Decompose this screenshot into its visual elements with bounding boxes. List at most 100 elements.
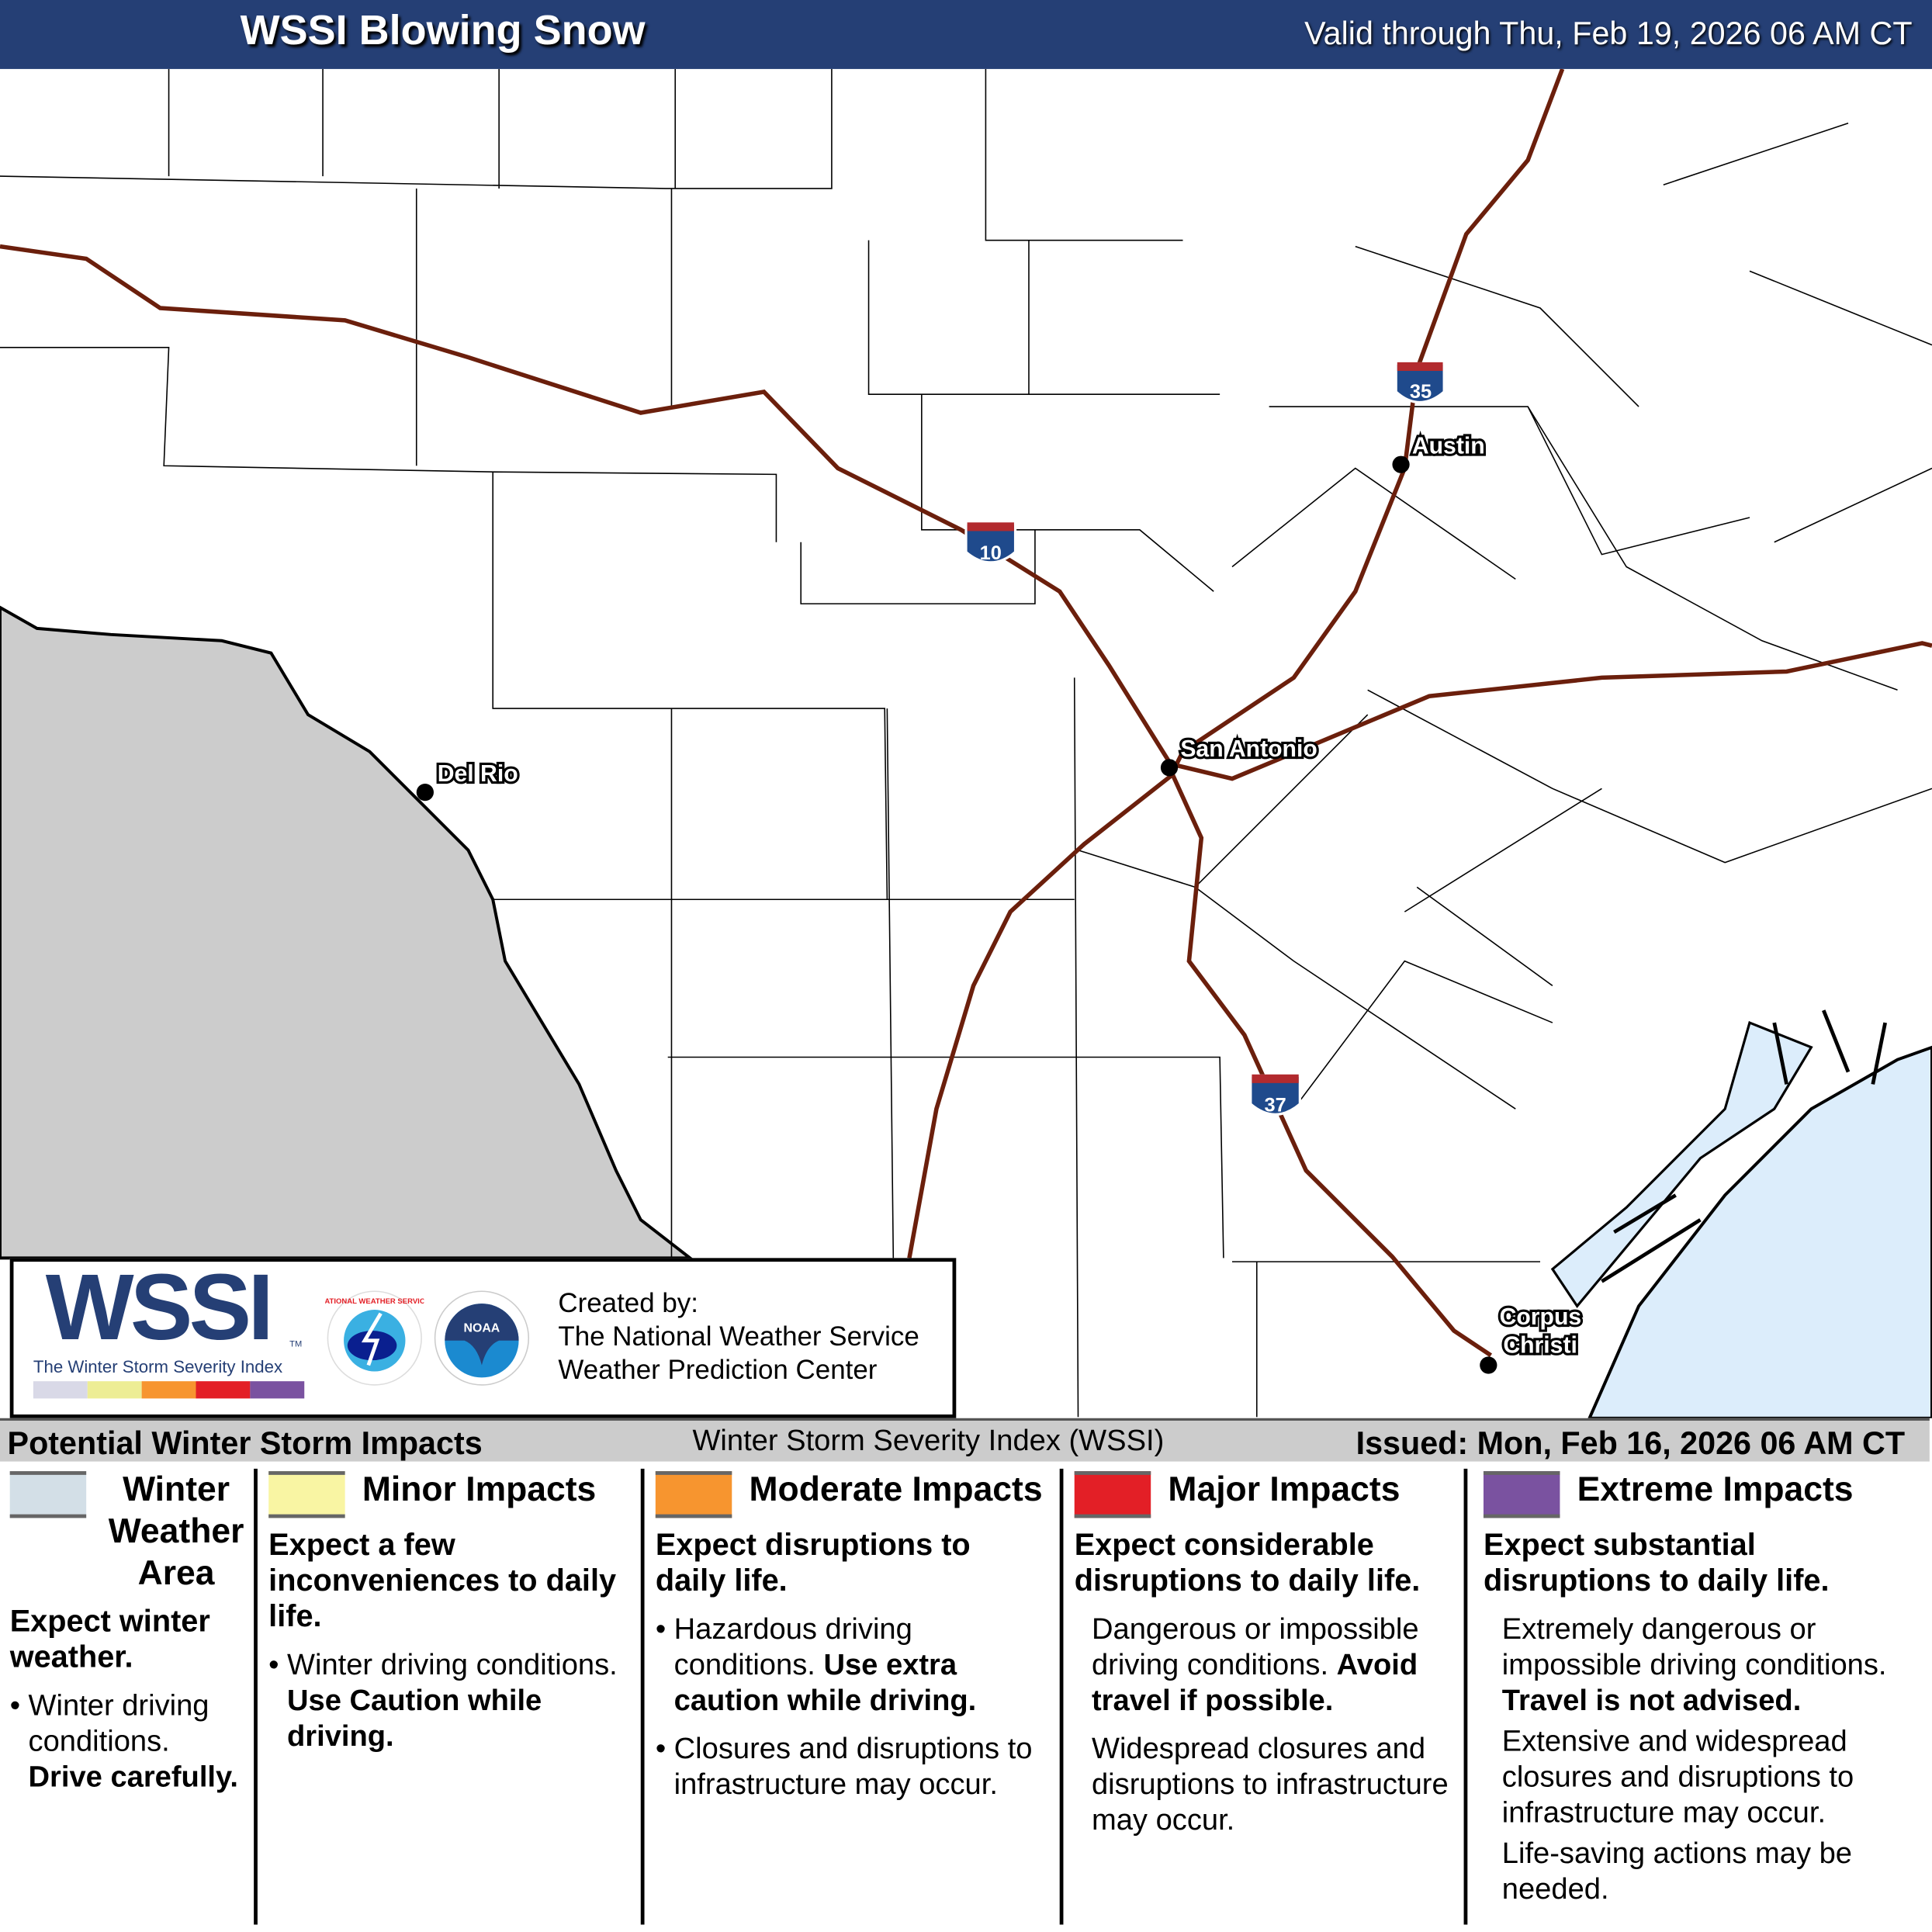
bullet-text: Winter driving conditions.: [28, 1689, 209, 1759]
legend-note: Life-saving actions may be needed.: [1501, 1837, 1853, 1906]
legend-lead: Expect considerable disruptions to daily…: [1074, 1528, 1421, 1598]
divider: [1059, 1468, 1064, 1925]
city-corpus-christi: Corpus Christi: [1500, 1304, 1582, 1359]
legend-head: Minor Impacts: [268, 1469, 635, 1518]
city-austin: Austin: [1412, 433, 1485, 459]
interstate-10-shield: 10: [964, 522, 1017, 564]
legend-note: Widespread closures and disruptions to i…: [1091, 1732, 1449, 1837]
swatch-minor: [268, 1471, 345, 1518]
divider: [1463, 1468, 1468, 1925]
legend-lead: Expect winter weather.: [9, 1604, 210, 1675]
note-text: Extremely dangerous or impossible drivin…: [1501, 1612, 1887, 1682]
created-by: Created by:: [558, 1287, 698, 1319]
interstate-37-label: 37: [1264, 1094, 1286, 1116]
bullet-icon: •: [268, 1648, 279, 1682]
bullet-bold-text: Use Caution while driving.: [287, 1684, 542, 1754]
legend-winter-weather-area: Winter Weather Area Expect winter weathe…: [9, 1469, 251, 1927]
coastline-details: [1601, 1009, 1887, 1283]
mexico-region: [0, 605, 695, 1260]
city-del-rio: Del Rio: [438, 761, 518, 787]
interstate-35-label: 35: [1410, 381, 1432, 403]
divider: [640, 1468, 645, 1925]
nws-logo-text: NATIONAL WEATHER SERVICE: [325, 1297, 424, 1306]
bullet-icon: •: [655, 1612, 667, 1646]
noaa-logo-text: NOAA: [464, 1322, 500, 1335]
bullet-text: Closures and disruptions to infrastructu…: [673, 1732, 1033, 1802]
map: 35 10 37 Austin San Antonio Del Rio Corp…: [0, 68, 1932, 1418]
legend-minor-impacts: Minor Impacts Expect a few inconvenience…: [268, 1469, 635, 1927]
interstate-35-route: [907, 68, 1565, 1259]
legend-extreme-impacts: Extreme Impacts Expect substantial disru…: [1483, 1469, 1927, 1927]
wssi-subtitle: The Winter Storm Severity Index: [33, 1356, 283, 1376]
org-nws: The National Weather Service: [558, 1321, 919, 1352]
color-minor: [87, 1381, 142, 1399]
legend-title: Major Impacts: [1168, 1470, 1401, 1508]
bullet-icon: •: [9, 1689, 21, 1723]
color-extreme: [250, 1381, 305, 1399]
swatch-moderate: [655, 1471, 732, 1518]
legend-bullet-text: Winter driving conditions. Drive carefull…: [29, 1688, 251, 1795]
austin-dot: [1392, 455, 1410, 473]
county-lines: [0, 68, 1932, 1418]
swatch-major: [1074, 1471, 1151, 1518]
noaa-logo: NOAA: [434, 1290, 530, 1386]
bullet-icon: •: [655, 1732, 667, 1766]
wssi-color-bar: [33, 1381, 305, 1399]
legend-note: Extremely dangerous or impossible drivin…: [1484, 1612, 1927, 1719]
bay-water: [1550, 1020, 1813, 1308]
bullet-bold-text: Use extra caution while driving.: [673, 1648, 977, 1718]
impacts-bar: Potential Winter Storm Impacts Winter St…: [0, 1418, 1930, 1464]
legend-bullet: • Hazardous driving conditions. Use extra…: [656, 1612, 1052, 1719]
legend-bullet: • Winter driving conditions. Drive careful…: [10, 1688, 251, 1795]
header: WSSI Blowing Snow Valid through Thu, Feb…: [0, 0, 1932, 69]
legend-head: Winter Weather Area: [9, 1469, 251, 1594]
color-winter: [33, 1381, 88, 1399]
divider: [254, 1468, 258, 1925]
note-text: Dangerous or impossible driving conditio…: [1091, 1612, 1419, 1682]
legend-head: Extreme Impacts: [1483, 1469, 1927, 1518]
wssi-logo: WSSI: [45, 1255, 274, 1361]
wssi-label: Winter Storm Severity Index (WSSI): [692, 1424, 1165, 1458]
interstate-10-route: [0, 244, 1932, 781]
legend-head: Major Impacts: [1074, 1469, 1459, 1518]
city-san-antonio: San Antonio: [1180, 736, 1317, 762]
bullet-text: Winter driving conditions.: [287, 1648, 618, 1682]
del-rio-dot: [416, 783, 434, 802]
legend-title: Winter Weather Area: [108, 1470, 244, 1592]
note-bold-text: Travel is not advised.: [1501, 1684, 1802, 1718]
legend-title: Minor Impacts: [362, 1470, 597, 1508]
legend-bullet: • Closures and disruptions to infrastruct…: [656, 1731, 1052, 1802]
legend-lead: Expect disruptions to daily life.: [655, 1528, 971, 1598]
valid-time: Valid through Thu, Feb 19, 2026 06 AM CT: [1304, 15, 1913, 52]
legend-head: Moderate Impacts: [655, 1469, 1052, 1518]
bullet-text: Hazardous driving conditions.: [673, 1612, 912, 1682]
san-antonio-dot: [1160, 759, 1179, 777]
color-major: [196, 1381, 251, 1399]
legend-lead: Expect substantial disruptions to daily …: [1483, 1528, 1830, 1598]
swatch-extreme: [1483, 1471, 1560, 1518]
map-title: WSSI Blowing Snow: [240, 7, 646, 54]
legend-lead: Expect a few inconveniences to daily lif…: [268, 1528, 617, 1634]
bullet-bold-text: Drive carefully.: [28, 1761, 238, 1795]
color-moderate: [141, 1381, 196, 1399]
legend-moderate-impacts: Moderate Impacts Expect disruptions to d…: [655, 1469, 1052, 1927]
corpus-christi-dot: [1480, 1356, 1497, 1374]
legend-note: Dangerous or impossible driving conditio…: [1075, 1612, 1459, 1719]
interstate-35-shield: 35: [1394, 362, 1446, 403]
nws-logo: NATIONAL WEATHER SERVICE: [325, 1290, 424, 1386]
interstate-10-label: 10: [980, 542, 1002, 564]
trademark: TM: [289, 1340, 303, 1349]
org-wpc: Weather Prediction Center: [558, 1354, 878, 1385]
credits: Created by: The National Weather Service…: [558, 1286, 919, 1387]
impacts-title: Potential Winter Storm Impacts: [7, 1424, 483, 1462]
legend: Winter Weather Area Expect winter weathe…: [0, 1461, 1932, 1932]
issued-time: Issued: Mon, Feb 16, 2026 06 AM CT: [1356, 1424, 1906, 1462]
gulf-water: [1587, 1045, 1932, 1418]
legend-bullet: • Winter driving conditions. Use Caution …: [268, 1647, 635, 1754]
legend-title: Moderate Impacts: [749, 1470, 1043, 1508]
interstate-37-shield: 37: [1249, 1074, 1301, 1116]
legend-note: Extensive and widespread closures and di…: [1501, 1725, 1854, 1830]
logo-box: WSSI TM The Winter Storm Severity Index …: [9, 1255, 957, 1418]
note-bold-text: Avoid travel if possible.: [1091, 1648, 1418, 1718]
